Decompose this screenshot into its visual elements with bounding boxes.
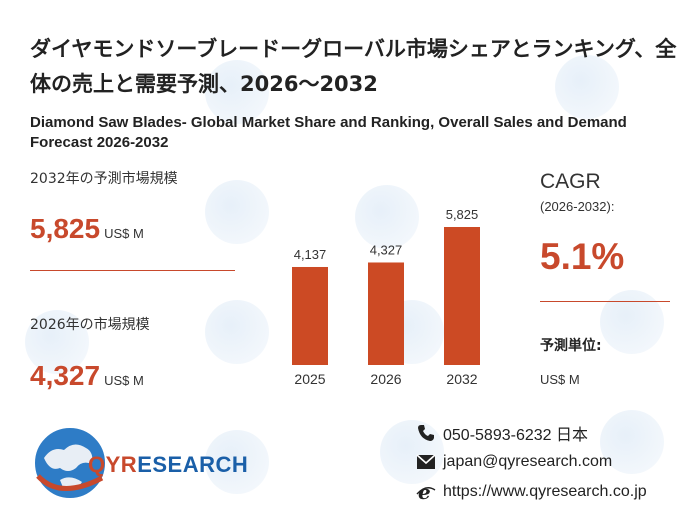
x-tick-label: 2032 bbox=[446, 371, 477, 387]
cagr-label: CAGR bbox=[540, 170, 601, 193]
watermark-logo bbox=[600, 290, 664, 354]
market-2032-label: 2032年の予測市場規模 bbox=[30, 171, 178, 187]
market-2032-number: 5,825 bbox=[30, 213, 101, 244]
envelope-icon bbox=[415, 451, 437, 473]
bar-value-label: 4,327 bbox=[370, 242, 403, 257]
qyresearch-logo bbox=[33, 426, 107, 500]
bar-chart: 4,137 2025 4,327 2026 5,825 2032 bbox=[292, 207, 480, 387]
svg-text:e: e bbox=[418, 482, 431, 502]
x-tick-label: 2026 bbox=[370, 371, 401, 387]
phone-number[interactable]: 050-5893-6232 日本 bbox=[443, 427, 588, 444]
bar-value-label: 4,137 bbox=[294, 247, 327, 262]
market-2026-unit: US$ M bbox=[104, 373, 144, 388]
contact-email: japan@qyresearch.com bbox=[415, 451, 612, 473]
logo-wordmark: QYRESEARCH bbox=[88, 452, 248, 478]
market-2026-value: 4,327 US$ M bbox=[30, 360, 144, 392]
email-address[interactable]: japan@qyresearch.com bbox=[443, 453, 613, 470]
contact-phone: 050-5893-6232 日本 bbox=[415, 421, 588, 445]
page-subtitle: Diamond Saw Blades- Global Market Share … bbox=[30, 114, 627, 151]
contact-website: e https://www.qyresearch.co.jp bbox=[415, 481, 647, 503]
x-tick-label: 2025 bbox=[294, 371, 325, 387]
cagr-period: (2026-2032): bbox=[540, 199, 615, 214]
bar-2025 bbox=[292, 266, 328, 365]
cagr-value: 5.1% bbox=[540, 236, 625, 277]
divider bbox=[30, 270, 235, 271]
watermark-logo bbox=[205, 300, 269, 364]
market-2032-unit: US$ M bbox=[104, 226, 144, 241]
logo-wordmark-rest: ESEARCH bbox=[137, 452, 249, 477]
watermark-logo bbox=[205, 180, 269, 244]
browser-e-icon: e bbox=[415, 481, 437, 503]
forecast-unit-value: US$ M bbox=[540, 372, 580, 387]
divider bbox=[540, 301, 670, 302]
market-2026-number: 4,327 bbox=[30, 360, 101, 391]
logo-wordmark-qyr: QYR bbox=[88, 452, 138, 477]
bar-value-label: 5,825 bbox=[446, 207, 479, 222]
forecast-unit-label: 予測単位: bbox=[540, 338, 602, 354]
market-2032-value: 5,825 US$ M bbox=[30, 213, 144, 245]
bar-2032 bbox=[444, 227, 480, 365]
page-title: ダイヤモンドソーブレードーグローバル市場シェアとランキング、全体の売上と需要予測… bbox=[30, 37, 677, 96]
website-url[interactable]: https://www.qyresearch.co.jp bbox=[443, 483, 647, 500]
phone-icon bbox=[415, 422, 437, 444]
market-2026-label: 2026年の市場規模 bbox=[30, 317, 150, 333]
bar-2026 bbox=[368, 262, 404, 365]
